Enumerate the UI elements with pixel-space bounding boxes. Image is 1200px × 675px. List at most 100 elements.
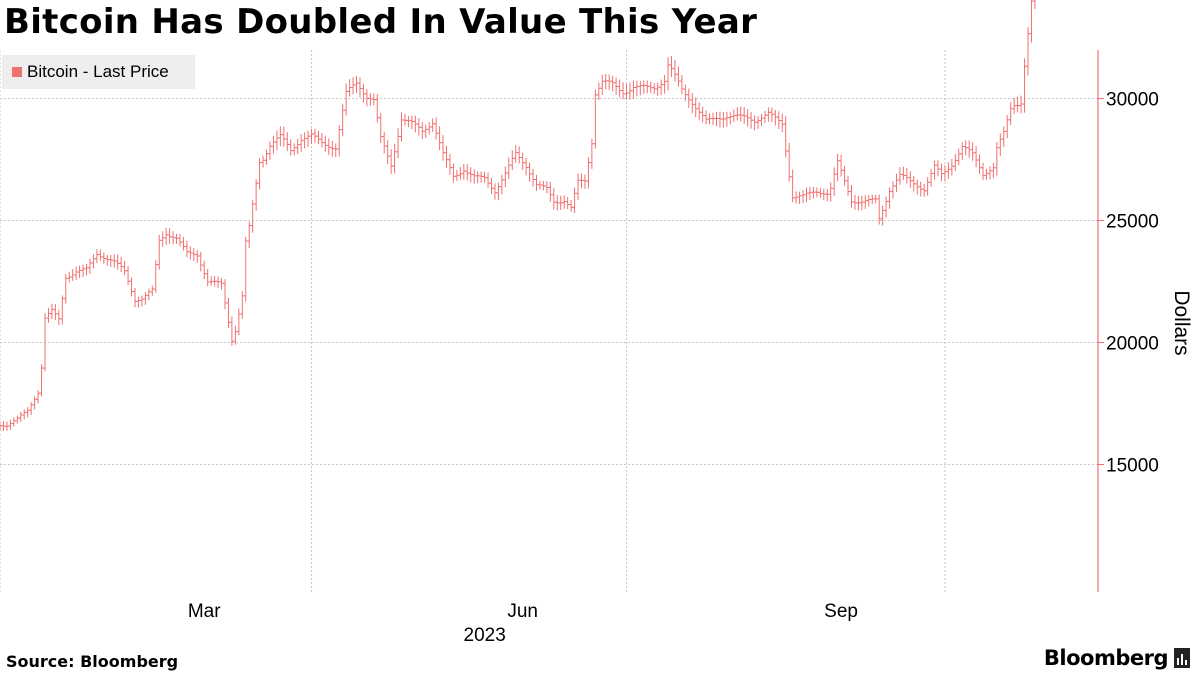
price-bar — [94, 249, 99, 264]
price-bar — [482, 171, 487, 183]
price-bar — [891, 181, 896, 199]
price-bar — [863, 195, 868, 209]
price-bar — [101, 252, 106, 264]
price-bar — [202, 260, 207, 280]
y-tick-label: 15000 — [1106, 456, 1159, 477]
price-bar — [749, 112, 754, 129]
price-bar — [1001, 126, 1006, 147]
price-bar — [569, 200, 574, 212]
price-bar — [873, 194, 878, 204]
price-bar — [247, 221, 252, 249]
price-bar — [1005, 115, 1010, 139]
price-bar — [136, 296, 141, 308]
price-bar — [731, 109, 736, 122]
price-bar — [693, 97, 698, 118]
price-bar — [312, 128, 317, 143]
price-bar — [551, 188, 556, 210]
legend-swatch — [12, 67, 22, 77]
price-bar — [74, 266, 79, 281]
price-bar — [81, 264, 86, 278]
price-bar — [195, 250, 200, 263]
price-bar — [39, 364, 44, 397]
price-bar — [676, 66, 681, 87]
price-bar — [645, 80, 650, 94]
price-bar — [555, 195, 560, 211]
price-bar — [4, 421, 9, 431]
bloomberg-terminal-icon — [1174, 648, 1190, 668]
price-bar — [811, 186, 816, 199]
price-bar — [880, 205, 885, 226]
price-bar — [745, 108, 750, 127]
price-bar — [565, 196, 570, 210]
price-bar — [790, 169, 795, 203]
price-bar — [347, 79, 352, 97]
price-bar — [22, 409, 27, 420]
price-bar — [510, 150, 515, 171]
price-bar — [264, 149, 269, 165]
price-bar — [700, 106, 705, 123]
price-bar — [49, 303, 54, 320]
price-bar — [472, 169, 477, 184]
price-bar — [711, 112, 716, 125]
price-bar — [1008, 102, 1013, 126]
price-bar — [119, 256, 124, 273]
price-bar — [839, 154, 844, 177]
price-bar — [925, 177, 930, 196]
price-bar — [177, 233, 182, 247]
price-bar — [216, 276, 221, 288]
price-bar — [714, 111, 719, 127]
price-bar — [828, 182, 833, 202]
price-bar — [859, 195, 864, 211]
price-bar — [399, 112, 404, 142]
price-bar — [756, 116, 761, 130]
price-bar — [87, 258, 92, 274]
price-bar — [537, 180, 542, 190]
price-bar — [832, 167, 837, 196]
x-tick-label: Mar — [188, 601, 221, 622]
price-bar — [333, 143, 338, 158]
price-bar — [115, 254, 120, 270]
price-bar — [1032, 0, 1036, 9]
price-bar — [776, 111, 781, 130]
price-bar — [610, 75, 615, 92]
price-bar — [226, 297, 231, 328]
price-bar — [288, 139, 293, 156]
price-bar — [174, 233, 179, 244]
price-bar — [621, 82, 626, 100]
price-bar — [849, 185, 854, 208]
price-bar — [922, 183, 927, 197]
price-bar — [617, 79, 622, 98]
price-bar — [489, 177, 494, 195]
source-note: Source: Bloomberg — [6, 652, 179, 671]
price-bar — [686, 88, 691, 108]
price-bar — [835, 153, 840, 182]
price-bar — [624, 84, 629, 100]
legend-label: Bitcoin - Last Price — [27, 62, 169, 81]
price-bar — [807, 186, 812, 201]
price-bar — [427, 122, 432, 135]
price-bar — [558, 195, 563, 210]
price-bar — [122, 260, 127, 276]
axes: 1500020000250003000035000MarJunSep2023Do… — [188, 50, 1193, 646]
price-bar — [254, 179, 259, 212]
price-bar — [326, 138, 331, 156]
price-bar — [143, 292, 148, 305]
price-bar — [963, 140, 968, 156]
price-bar — [36, 390, 41, 404]
price-bar — [396, 128, 401, 159]
price-bar — [1, 420, 6, 432]
chart-title: Bitcoin Has Doubled In Value This Year — [4, 2, 758, 42]
price-bar — [150, 285, 155, 296]
price-bar — [918, 181, 923, 197]
price-bar — [627, 82, 632, 100]
price-bar — [153, 260, 158, 293]
price-bar — [375, 94, 380, 123]
price-bar — [977, 154, 982, 175]
price-bar — [8, 419, 13, 430]
brand-logo: Bloomberg — [1044, 646, 1190, 670]
price-bar — [371, 93, 376, 106]
price-bar — [911, 175, 916, 192]
price-bar — [1012, 97, 1017, 114]
price-bar — [814, 187, 819, 197]
